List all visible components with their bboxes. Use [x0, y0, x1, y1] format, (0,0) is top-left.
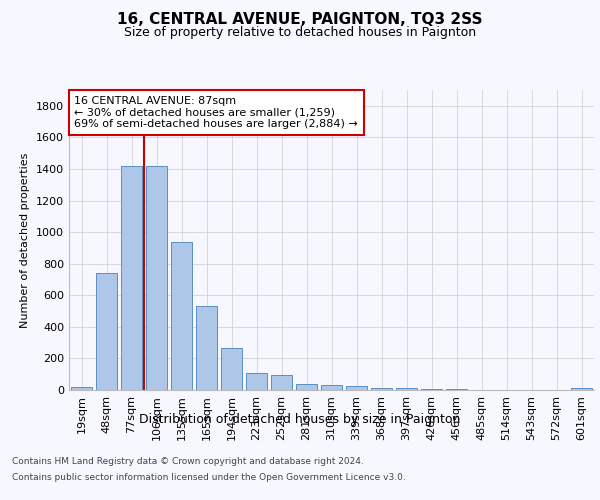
Bar	[321, 386, 342, 390]
Bar	[196, 306, 217, 390]
Bar	[271, 375, 292, 390]
Bar	[71, 386, 92, 390]
Bar	[446, 389, 467, 390]
Text: Distribution of detached houses by size in Paignton: Distribution of detached houses by size …	[139, 412, 461, 426]
Text: 16 CENTRAL AVENUE: 87sqm
← 30% of detached houses are smaller (1,259)
69% of sem: 16 CENTRAL AVENUE: 87sqm ← 30% of detach…	[74, 96, 358, 129]
Y-axis label: Number of detached properties: Number of detached properties	[20, 152, 31, 328]
Bar	[246, 374, 267, 390]
Text: Contains HM Land Registry data © Crown copyright and database right 2024.: Contains HM Land Registry data © Crown c…	[12, 458, 364, 466]
Text: Contains public sector information licensed under the Open Government Licence v3: Contains public sector information licen…	[12, 472, 406, 482]
Bar	[421, 388, 442, 390]
Bar	[296, 384, 317, 390]
Text: 16, CENTRAL AVENUE, PAIGNTON, TQ3 2SS: 16, CENTRAL AVENUE, PAIGNTON, TQ3 2SS	[117, 12, 483, 28]
Text: Size of property relative to detached houses in Paignton: Size of property relative to detached ho…	[124, 26, 476, 39]
Bar	[171, 242, 192, 390]
Bar	[346, 386, 367, 390]
Bar	[146, 166, 167, 390]
Bar	[571, 388, 592, 390]
Bar	[121, 166, 142, 390]
Bar	[396, 388, 417, 390]
Bar	[371, 388, 392, 390]
Bar	[221, 348, 242, 390]
Bar	[96, 273, 117, 390]
